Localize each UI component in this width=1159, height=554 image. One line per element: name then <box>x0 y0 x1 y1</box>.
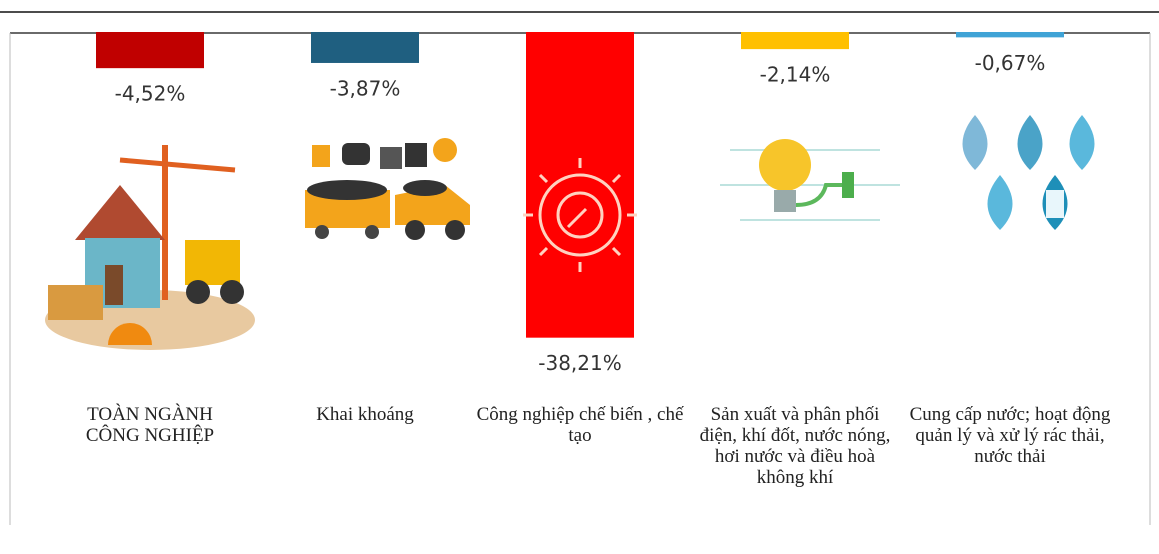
category-label: Sản xuất và phân phối điện, khí đốt, nướ… <box>699 404 891 488</box>
mining-icon <box>305 138 470 240</box>
category-label: Khai khoáng <box>316 404 414 425</box>
bar <box>311 32 419 63</box>
category-label: Cung cấp nước; hoạt động quản lý và xử l… <box>909 404 1111 467</box>
category-label: TOÀN NGÀNH CÔNG NGHIỆP <box>85 404 215 446</box>
bar <box>96 32 204 69</box>
gear-icon <box>523 158 637 272</box>
bar <box>956 32 1064 38</box>
value-label: -38,21% <box>538 351 621 375</box>
value-label: -0,67% <box>975 51 1046 75</box>
bars <box>96 32 1064 338</box>
value-label: -3,87% <box>330 76 401 100</box>
construction-icon <box>45 145 255 350</box>
bar <box>741 32 849 50</box>
bar <box>526 32 634 338</box>
water-icon <box>962 115 1095 230</box>
category-label: Công nghiệp chế biến , chế tạo <box>476 404 684 446</box>
value-label: -4,52% <box>115 82 186 106</box>
value-label: -2,14% <box>760 63 831 87</box>
bulb-icon <box>720 139 900 221</box>
